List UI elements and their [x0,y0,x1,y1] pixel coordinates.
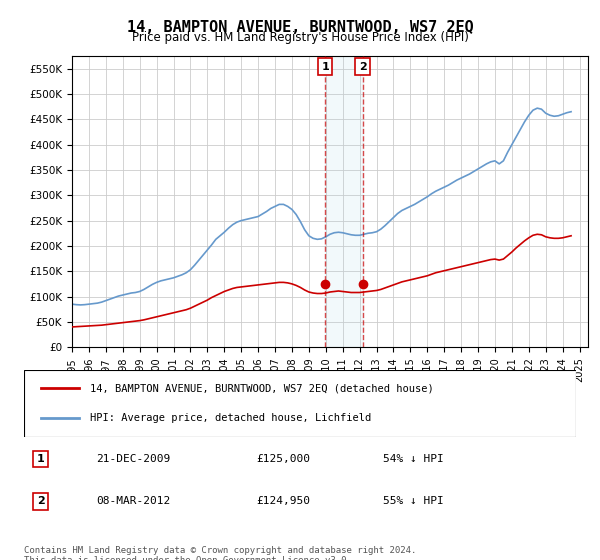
Text: 55% ↓ HPI: 55% ↓ HPI [383,496,443,506]
Text: 1: 1 [322,62,329,72]
Text: £125,000: £125,000 [256,454,310,464]
Bar [325,56,362,347]
Text: 14, BAMPTON AVENUE, BURNTWOOD, WS7 2EQ (detached house): 14, BAMPTON AVENUE, BURNTWOOD, WS7 2EQ (… [90,384,434,394]
Text: Contains HM Land Registry data © Crown copyright and database right 2024.
This d: Contains HM Land Registry data © Crown c… [24,546,416,560]
Text: 08-MAR-2012: 08-MAR-2012 [96,496,170,506]
FancyBboxPatch shape [24,370,576,437]
Text: 2: 2 [37,496,44,506]
Text: 21-DEC-2009: 21-DEC-2009 [96,454,170,464]
Text: 54% ↓ HPI: 54% ↓ HPI [383,454,443,464]
Text: Price paid vs. HM Land Registry's House Price Index (HPI): Price paid vs. HM Land Registry's House … [131,31,469,44]
Text: HPI: Average price, detached house, Lichfield: HPI: Average price, detached house, Lich… [90,413,371,423]
Text: 2: 2 [359,62,367,72]
Text: 1: 1 [37,454,44,464]
Text: 14, BAMPTON AVENUE, BURNTWOOD, WS7 2EQ: 14, BAMPTON AVENUE, BURNTWOOD, WS7 2EQ [127,20,473,35]
Text: £124,950: £124,950 [256,496,310,506]
